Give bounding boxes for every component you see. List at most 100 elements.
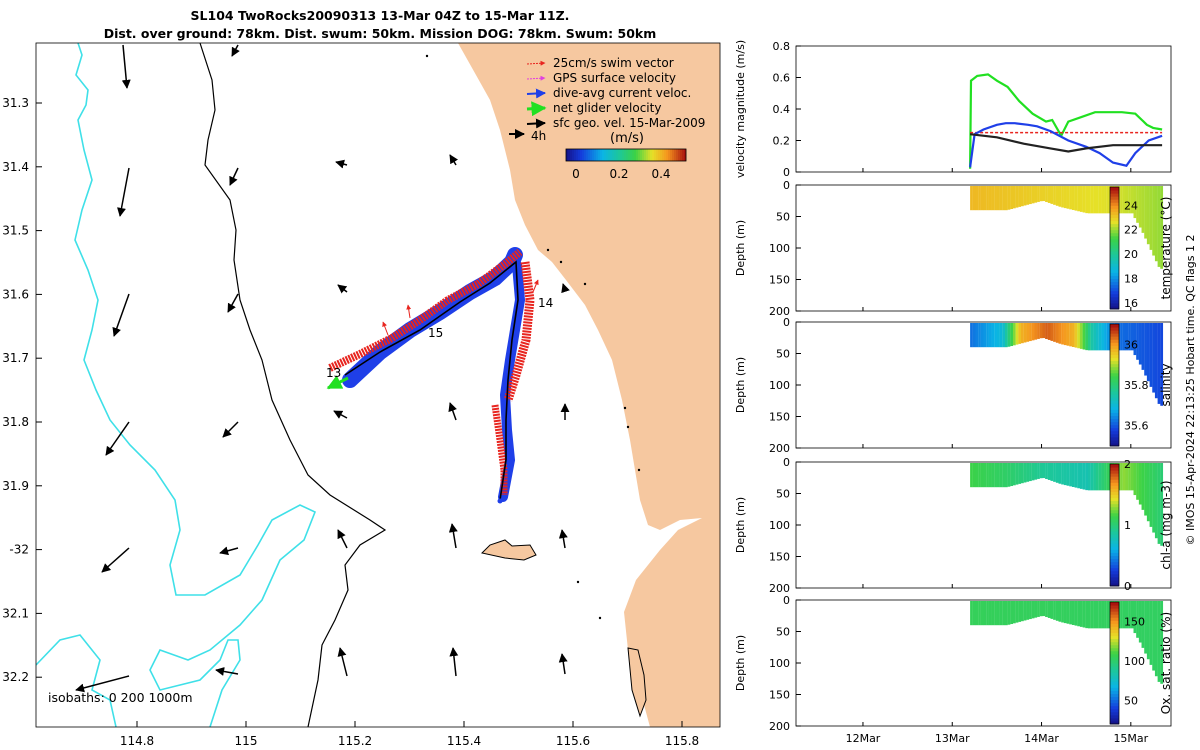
land-area [458, 43, 720, 727]
section-cell [1104, 463, 1107, 491]
section-cell [1039, 601, 1043, 617]
section-cell [1066, 601, 1070, 624]
section-cell [1128, 323, 1131, 351]
section-cell [1018, 601, 1022, 622]
section-cell [988, 463, 992, 488]
velocity-y-tick: 0.6 [773, 72, 791, 85]
colorbar-label: temperature (°C) [1159, 197, 1173, 300]
colorbar-tick: 50 [1124, 694, 1138, 707]
map-y-tick: -32 [9, 543, 29, 557]
section-cell [1010, 186, 1014, 210]
section-cell [988, 323, 992, 348]
section-cell [1130, 463, 1134, 491]
section-cell [986, 323, 989, 348]
colorbar-tick: 24 [1124, 199, 1138, 212]
section-cell [978, 601, 981, 626]
section-cell [1031, 186, 1035, 204]
velocity-y-tick: 0.8 [773, 40, 791, 53]
section-cell [1047, 601, 1051, 618]
section-cell [1039, 323, 1043, 339]
legend-net-glider: net glider velocity [553, 101, 661, 115]
section-cell [1034, 463, 1038, 480]
section-cell [1053, 323, 1056, 342]
section-cell [1120, 463, 1123, 491]
section-cell [1128, 186, 1131, 214]
section-cell [1042, 186, 1046, 202]
depth-y-tick: 150 [769, 274, 790, 287]
section-cell [1146, 323, 1150, 382]
section-cell [991, 601, 995, 626]
track-end [497, 498, 503, 504]
section-cell [1125, 323, 1129, 351]
section-cell [1058, 186, 1062, 207]
section-cell [970, 601, 973, 626]
map-axis-ticks: 114.8 115 115.2 115.4 115.6 115.8 31.3 31.4 31.5… [2, 96, 699, 748]
section-cell [1034, 601, 1038, 618]
section-cell [975, 323, 979, 348]
colorbar-tick: 22 [1124, 224, 1138, 237]
isobaths-label: isobaths: 0 200 1000m [48, 690, 193, 705]
map-x-tick: 115 [235, 734, 258, 748]
legend-geostrophic: sfc geo. vel. 15-Mar-2009 [553, 116, 705, 130]
section-cell [1144, 186, 1147, 239]
section-cell [1133, 186, 1137, 219]
section-cell [1050, 463, 1054, 481]
section-cell [980, 186, 984, 211]
section-cell [1133, 323, 1137, 356]
section-cell [1104, 601, 1107, 629]
section-cell [1029, 323, 1032, 342]
section-cell [1069, 186, 1072, 210]
section-cell [1061, 463, 1064, 485]
section-cell [1007, 323, 1011, 347]
colorbar-tick: 16 [1124, 297, 1138, 310]
section-cell [1047, 186, 1051, 203]
section-cell [1098, 601, 1102, 629]
section-cell [1053, 601, 1056, 620]
section-cell [1160, 323, 1164, 406]
section-cell [986, 601, 989, 626]
depth-y-tick: 150 [769, 689, 790, 702]
section-cell [1023, 463, 1027, 483]
section-cell [1034, 323, 1038, 340]
section-cell [996, 463, 1000, 488]
section-cell [1045, 323, 1048, 340]
section-cell [1026, 323, 1030, 342]
section-cell [1063, 323, 1067, 346]
section-cell [1154, 463, 1158, 539]
section-cell [1136, 323, 1139, 360]
section-cell [1012, 186, 1016, 209]
section-cell [1012, 601, 1016, 624]
section-cell [980, 323, 984, 348]
map-x-tick: 115.6 [556, 734, 590, 748]
coastline-rocks [425, 54, 641, 620]
section-cell [1029, 186, 1032, 205]
section-cell [986, 463, 989, 488]
section-cell [1120, 323, 1123, 351]
section-cell [1160, 463, 1164, 546]
section-cell [1149, 601, 1153, 665]
section-cell [1012, 323, 1016, 346]
section-cell [1160, 601, 1164, 684]
section-cell [1101, 186, 1105, 214]
section-cell [1087, 601, 1091, 629]
section-cell [1104, 323, 1107, 351]
section-cell [1015, 323, 1019, 345]
depth-y-label: Depth (m) [734, 357, 747, 413]
section-cell [1069, 463, 1072, 487]
section-cell [1018, 463, 1022, 484]
section-cell [1130, 186, 1134, 214]
section-cell [1047, 323, 1051, 340]
section-cell [1104, 186, 1107, 214]
section-cell [1130, 601, 1134, 629]
section-cell [1152, 601, 1156, 671]
depth-y-tick: 200 [769, 305, 790, 318]
section-cell [1122, 463, 1126, 491]
velocity-y-tick: 0.2 [773, 135, 791, 148]
section-cell [978, 323, 981, 348]
section-cell [1023, 323, 1027, 343]
section-cell [1101, 463, 1105, 491]
section-cell [1055, 186, 1059, 206]
velocity-series-line [969, 73, 1163, 169]
section-cell [991, 463, 995, 488]
section-cell [1004, 463, 1008, 488]
